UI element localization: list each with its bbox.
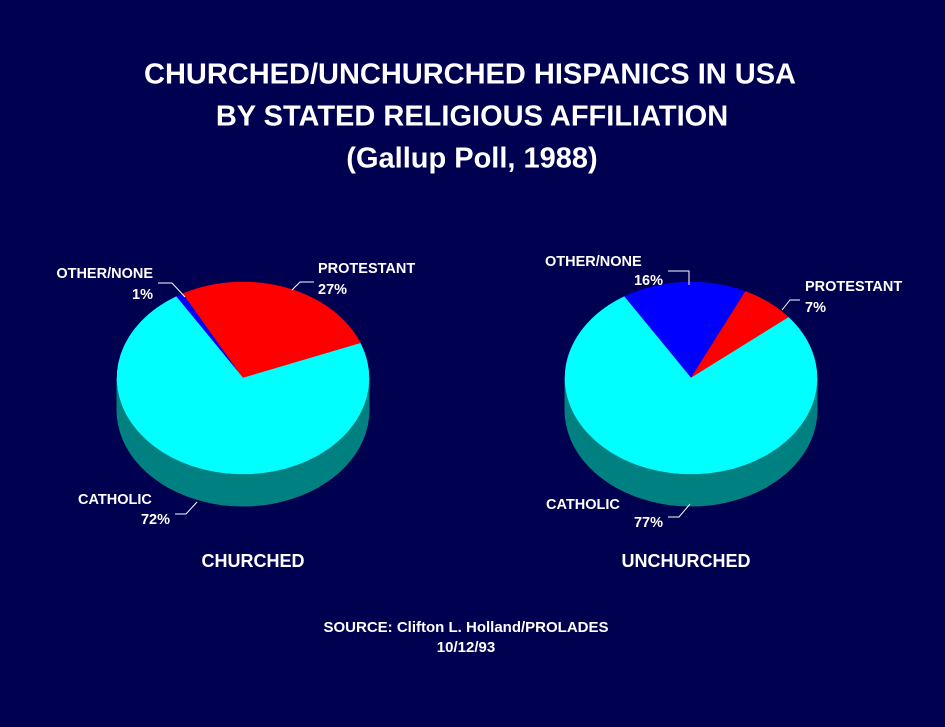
title-line: BY STATED RELIGIOUS AFFILIATION bbox=[216, 101, 728, 133]
slice-value: 72% bbox=[141, 512, 170, 528]
leader-line bbox=[668, 270, 690, 285]
pie-slice bbox=[623, 281, 746, 379]
slice-value: 27% bbox=[318, 282, 347, 298]
pie-slice bbox=[182, 281, 361, 379]
source: SOURCE: Clifton L. Holland/PROLADES bbox=[324, 619, 609, 636]
slice-value: 77% bbox=[634, 515, 663, 531]
slice-label: CATHOLIC bbox=[546, 497, 620, 513]
source-date: 10/12/93 bbox=[437, 639, 495, 656]
leader-line bbox=[175, 501, 198, 515]
title-line: (Gallup Poll, 1988) bbox=[346, 143, 597, 175]
pie-slice bbox=[564, 296, 818, 475]
leader-line bbox=[158, 282, 186, 298]
pie-title: CHURCHED bbox=[202, 551, 305, 571]
slice-label: CATHOLIC bbox=[78, 492, 152, 508]
title-line: CHURCHED/UNCHURCHED HISPANICS IN USA bbox=[144, 59, 796, 91]
slice-value: 1% bbox=[132, 287, 153, 303]
pie-slice bbox=[116, 296, 370, 475]
leader-line bbox=[668, 503, 691, 518]
slice-value: 7% bbox=[805, 300, 826, 316]
slice-label: PROTESTANT bbox=[318, 261, 415, 277]
leader-line bbox=[781, 299, 800, 311]
pie-title: UNCHURCHED bbox=[622, 551, 751, 571]
slice-label: OTHER/NONE bbox=[56, 266, 153, 282]
slice-label: OTHER/NONE bbox=[545, 254, 642, 270]
slice-value: 16% bbox=[634, 273, 663, 289]
leader-line bbox=[291, 281, 314, 291]
slice-label: PROTESTANT bbox=[805, 279, 902, 295]
